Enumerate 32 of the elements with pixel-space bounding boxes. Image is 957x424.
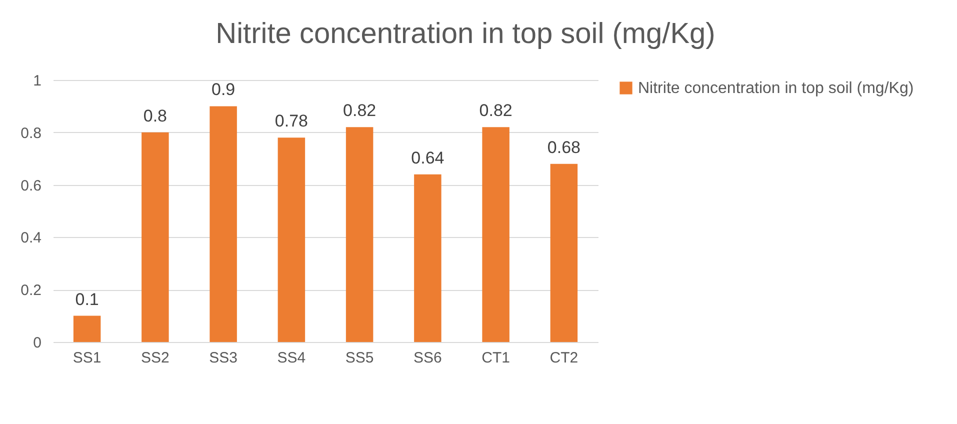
bar — [346, 127, 374, 342]
x-tick-label: SS6 — [414, 350, 442, 366]
x-tick-label: SS3 — [209, 350, 238, 366]
bar — [142, 132, 169, 342]
x-tick-label: SS5 — [345, 350, 374, 366]
data-label: 0.82 — [479, 101, 512, 120]
y-tick-label: 1 — [33, 72, 42, 90]
chart-title: Nitrite concentration in top soil (mg/Kg) — [216, 18, 716, 50]
x-tick-label: CT1 — [482, 350, 510, 366]
bar — [414, 174, 442, 342]
x-tick-label: SS4 — [277, 350, 306, 366]
data-label: 0.78 — [274, 112, 308, 131]
bar — [550, 164, 578, 342]
bar — [482, 127, 510, 342]
legend-label: Nitrite concentration in top soil (mg/Kg) — [638, 80, 914, 97]
bar — [210, 106, 237, 342]
data-label: 0.8 — [143, 106, 168, 126]
data-label: 0.64 — [411, 148, 444, 168]
y-tick-label: 0.2 — [20, 282, 42, 300]
data-label: 0.82 — [343, 101, 376, 120]
bar — [73, 316, 101, 342]
x-tick-label: SS1 — [72, 350, 102, 366]
bar — [278, 138, 306, 342]
y-tick-label: 0.6 — [20, 177, 42, 194]
y-tick-label: 0.4 — [20, 230, 42, 247]
data-label: 0.68 — [547, 138, 580, 157]
data-label: 0.1 — [75, 290, 99, 309]
y-tick-label: 0 — [33, 334, 42, 352]
y-tick-label: 0.8 — [20, 124, 42, 142]
data-label: 0.9 — [211, 80, 236, 100]
x-tick-label: SS2 — [141, 350, 170, 366]
x-tick-label: CT2 — [550, 350, 578, 366]
